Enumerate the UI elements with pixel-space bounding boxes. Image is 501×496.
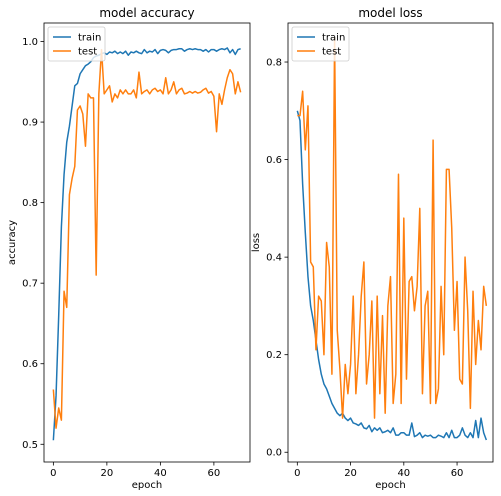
series-line-test: [52, 48, 242, 429]
legend-frame: [291, 26, 350, 62]
legend-label-test: test: [322, 47, 341, 58]
loss-chart: 0 20 40 60 0.0 0.2 0.4 0.6 0.8 model loss epoch los…: [251, 6, 494, 491]
plot-frame: [43, 22, 251, 463]
legend-label-train: train: [322, 33, 345, 44]
y-tick-label: 1.0: [22, 37, 38, 48]
x-tick-label: 20: [344, 468, 357, 479]
legend-label-train: train: [78, 33, 101, 44]
x-tick-label: 40: [397, 468, 410, 479]
y-axis-label: loss: [251, 233, 262, 252]
chart-title: model loss: [358, 6, 422, 20]
x-axis-label: epoch: [375, 480, 405, 491]
x-axis-label: epoch: [132, 480, 162, 491]
y-tick-label: 0.4: [266, 253, 282, 264]
y-tick-label: 0.6: [22, 359, 38, 370]
x-tick-label: 60: [451, 468, 464, 479]
y-tick-label: 0.6: [266, 155, 282, 166]
legend-label-test: test: [78, 47, 97, 58]
accuracy-chart: 0 20 40 60 0.5 0.6 0.7 0.8 0.9 1.0 model accuracy e…: [7, 6, 251, 491]
y-tick-label: 0.9: [22, 118, 38, 129]
y-tick-label: 0.8: [22, 198, 38, 209]
x-tick-label: 0: [294, 468, 300, 479]
legend: train test: [291, 26, 350, 62]
x-tick-label: 40: [154, 468, 167, 479]
x-tick-label: 20: [101, 468, 114, 479]
y-tick-label: 0.2: [266, 350, 282, 361]
series-line-test: [297, 36, 488, 419]
x-tick-label: 0: [50, 468, 56, 479]
series-line-train: [296, 110, 488, 441]
chart-title: model accuracy: [99, 6, 194, 20]
y-tick-label: 0.5: [22, 440, 38, 451]
plot-frame: [287, 22, 494, 463]
y-tick-label: 0.8: [266, 58, 282, 69]
legend: train test: [47, 26, 106, 62]
series-line-train: [52, 47, 241, 441]
y-axis-label: accuracy: [7, 220, 18, 265]
y-tick-label: 0.0: [266, 448, 282, 459]
legend-frame: [47, 26, 106, 62]
x-tick-label: 60: [208, 468, 221, 479]
y-tick-label: 0.7: [22, 279, 38, 290]
